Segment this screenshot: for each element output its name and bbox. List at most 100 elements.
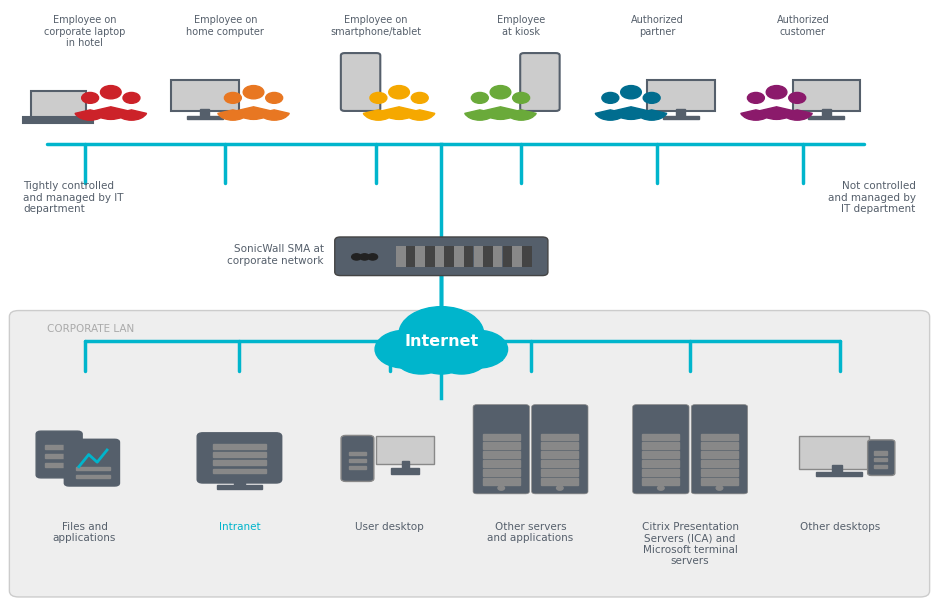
Circle shape [747,92,764,103]
Wedge shape [92,107,130,119]
Wedge shape [380,107,418,119]
Bar [541,434,578,440]
Circle shape [100,86,121,99]
Bar [541,443,578,449]
Bar [483,443,520,449]
FancyBboxPatch shape [171,80,239,112]
Bar [874,465,886,468]
FancyBboxPatch shape [444,246,454,267]
FancyBboxPatch shape [64,439,119,486]
Circle shape [766,86,787,99]
FancyBboxPatch shape [9,311,930,597]
FancyBboxPatch shape [522,246,531,267]
Bar [212,469,267,473]
Text: Employee
at kiosk: Employee at kiosk [497,15,546,37]
Wedge shape [235,107,272,119]
Bar [483,451,520,458]
Bar [45,445,71,449]
Bar [187,116,223,119]
Circle shape [557,486,563,490]
FancyBboxPatch shape [793,80,860,112]
Bar [822,109,831,117]
FancyBboxPatch shape [868,440,895,475]
Circle shape [449,330,508,368]
Bar [45,454,71,458]
FancyBboxPatch shape [691,405,747,494]
Bar [642,478,680,485]
Wedge shape [116,110,146,120]
FancyBboxPatch shape [473,405,530,494]
Bar [663,116,699,119]
Bar [392,468,419,474]
FancyBboxPatch shape [406,246,415,267]
Bar [483,460,520,467]
Wedge shape [75,110,105,120]
FancyBboxPatch shape [454,246,464,267]
Wedge shape [363,110,393,120]
Circle shape [368,254,377,260]
FancyBboxPatch shape [464,246,473,267]
Bar [808,116,844,119]
FancyBboxPatch shape [493,246,502,267]
Bar [541,469,578,476]
Bar [700,469,738,476]
Bar [380,345,502,360]
FancyBboxPatch shape [341,53,380,111]
Circle shape [395,341,447,374]
Wedge shape [482,107,519,119]
Bar [212,452,267,457]
Circle shape [716,486,723,490]
Wedge shape [637,110,667,120]
Bar [349,466,365,469]
FancyBboxPatch shape [334,237,548,276]
Circle shape [471,92,488,103]
FancyBboxPatch shape [513,246,522,267]
Wedge shape [595,110,625,120]
Circle shape [224,92,241,103]
Bar [874,458,886,461]
Bar [642,460,680,467]
Text: Employee on
home computer: Employee on home computer [187,15,264,37]
Wedge shape [741,110,771,120]
Bar [642,469,680,476]
Bar [200,109,209,117]
Text: Authorized
partner: Authorized partner [631,15,684,37]
Bar [349,459,365,462]
FancyBboxPatch shape [36,431,82,478]
Text: Employee on
corporate laptop
in hotel: Employee on corporate laptop in hotel [44,15,125,48]
Wedge shape [506,110,536,120]
Bar [874,451,886,455]
Bar [700,460,738,467]
Bar [234,479,245,487]
Bar [541,478,578,485]
FancyBboxPatch shape [197,433,282,483]
Circle shape [490,86,511,99]
Circle shape [789,92,806,103]
Text: Authorized
customer: Authorized customer [777,15,829,37]
FancyBboxPatch shape [799,435,870,469]
Text: Other desktops: Other desktops [800,522,881,532]
Bar [642,443,680,449]
Circle shape [513,92,530,103]
Bar [541,451,578,458]
Wedge shape [405,110,435,120]
Bar [483,478,520,485]
Text: Files and
applications: Files and applications [53,522,116,543]
Bar [76,467,110,470]
Circle shape [360,254,369,260]
Text: Intranet: Intranet [219,522,260,532]
Wedge shape [465,110,495,120]
Bar [483,469,520,476]
Circle shape [399,307,484,361]
Circle shape [436,341,487,374]
FancyBboxPatch shape [425,246,435,267]
Bar [642,434,680,440]
Bar [541,460,578,467]
Text: Other servers
and applications: Other servers and applications [487,522,574,543]
FancyBboxPatch shape [484,246,493,267]
Circle shape [643,92,660,103]
Bar [700,451,738,458]
FancyBboxPatch shape [23,117,93,123]
Bar [217,485,262,490]
FancyBboxPatch shape [341,435,374,481]
